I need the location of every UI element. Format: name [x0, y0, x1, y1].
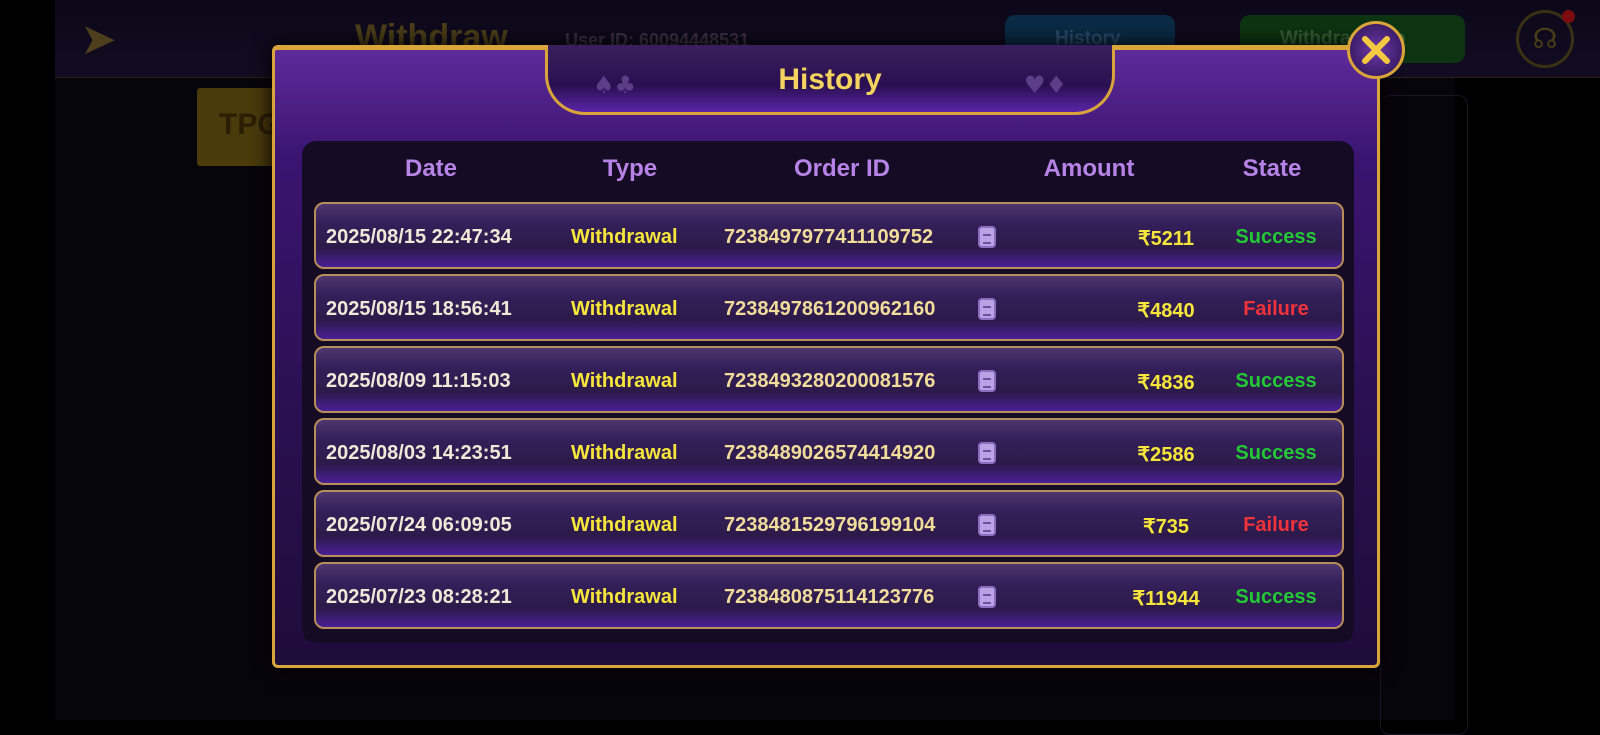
- row-state: Failure: [1243, 298, 1309, 320]
- row-order-id: 7238480875114123776: [724, 586, 935, 608]
- right-panel: [1380, 95, 1468, 735]
- row-amount: ₹11944: [1132, 588, 1200, 610]
- close-icon: [1362, 36, 1390, 64]
- back-arrow-icon[interactable]: ➤: [80, 14, 117, 65]
- copy-icon[interactable]: [978, 514, 996, 536]
- row-date: 2025/07/24 06:09:05: [326, 514, 512, 536]
- row-order-id: 7238497861200962160: [724, 298, 936, 320]
- column-header-order-id: Order ID: [793, 155, 891, 182]
- row-order-id: 7238481529796199104: [724, 514, 936, 536]
- row-type: Withdrawal: [571, 442, 678, 464]
- table-row: 2025/08/09 11:15:03 Withdrawal 72384932802…: [314, 346, 1344, 413]
- table-row: 2025/07/24 06:09:05 Withdrawal 72384815297…: [314, 490, 1344, 557]
- spade-icon: ♠♣: [593, 71, 637, 99]
- row-order-id: 7238497977411109752: [724, 226, 934, 248]
- row-state: Success: [1235, 586, 1317, 608]
- copy-icon[interactable]: [978, 586, 996, 608]
- row-type: Withdrawal: [571, 586, 678, 608]
- close-button[interactable]: [1347, 21, 1405, 79]
- row-type: Withdrawal: [571, 370, 678, 392]
- copy-icon[interactable]: [978, 442, 996, 464]
- table-row: 2025/08/15 22:47:34 Withdrawal 72384979774…: [314, 202, 1344, 269]
- row-date: 2025/08/15 22:47:34: [326, 226, 512, 248]
- table-row: 2025/07/23 08:28:21 Withdrawal 72384808751…: [314, 562, 1344, 629]
- row-date: 2025/08/03 14:23:51: [326, 442, 512, 464]
- row-order-id: 7238493280200081576: [724, 370, 936, 392]
- row-amount: ₹5211: [1137, 228, 1195, 250]
- row-state: Failure: [1243, 514, 1309, 536]
- column-header-amount: Amount: [1043, 155, 1135, 182]
- row-amount: ₹4840: [1137, 300, 1195, 322]
- copy-icon[interactable]: [978, 370, 996, 392]
- modal-header: ♠♣ History ♥♦: [545, 45, 1115, 115]
- row-state: Success: [1235, 226, 1317, 248]
- table-row: 2025/08/15 18:56:41 Withdrawal 72384978612…: [314, 274, 1344, 341]
- tpg-label: TPG: [219, 108, 281, 141]
- row-amount: ₹2586: [1137, 444, 1195, 466]
- column-header-date: Date: [404, 155, 458, 182]
- row-state: Success: [1235, 370, 1317, 392]
- row-amount: ₹735: [1142, 516, 1190, 538]
- table-row: 2025/08/03 14:23:51 Withdrawal 72384890265…: [314, 418, 1344, 485]
- column-header-type: Type: [602, 155, 658, 182]
- row-type: Withdrawal: [571, 226, 678, 248]
- notification-dot: [1562, 10, 1575, 23]
- copy-icon[interactable]: [978, 226, 996, 248]
- tab-label: History: [1055, 28, 1121, 49]
- column-header-state: State: [1242, 155, 1302, 182]
- heart-icon: ♥♦: [1023, 71, 1067, 99]
- row-order-id: 7238489026574414920: [724, 442, 936, 464]
- row-state: Success: [1235, 442, 1317, 464]
- row-date: 2025/08/15 18:56:41: [326, 298, 512, 320]
- row-type: Withdrawal: [571, 514, 678, 536]
- copy-icon[interactable]: [978, 298, 996, 320]
- modal-title: History: [778, 63, 882, 96]
- row-type: Withdrawal: [571, 298, 678, 320]
- row-amount: ₹4836: [1137, 372, 1195, 394]
- support-headset-icon[interactable]: ☊: [1516, 10, 1574, 68]
- row-date: 2025/07/23 08:28:21: [326, 586, 512, 608]
- row-date: 2025/08/09 11:15:03: [326, 370, 511, 392]
